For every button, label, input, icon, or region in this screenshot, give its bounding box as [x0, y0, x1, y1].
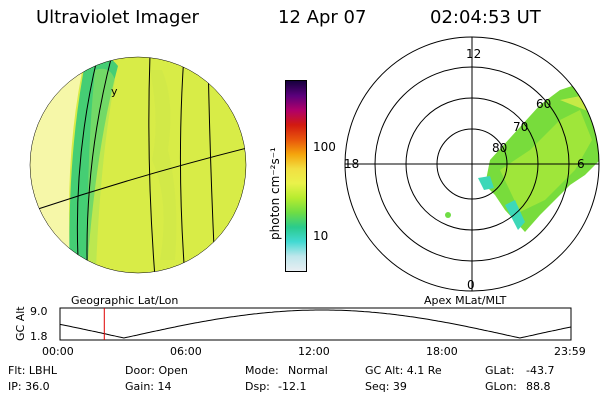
time-tick-1800: 18:00: [426, 345, 458, 358]
filter-status: Flt: LBHL: [8, 364, 57, 377]
band-highlight: [87, 68, 115, 270]
time-tick-0000: 00:00: [42, 345, 74, 358]
time-tick-2359: 23:59: [554, 345, 586, 358]
mode-value: Normal: [288, 364, 328, 377]
polar-plot: [344, 36, 600, 292]
colorbar: [285, 80, 307, 272]
mlt-label-6: 6: [577, 157, 585, 171]
polar-spot: [445, 212, 451, 218]
glat-label: GLat:: [485, 364, 515, 377]
meridian-line: [179, 57, 187, 273]
mlat-label-80: 80: [492, 141, 508, 155]
glat-value: -43.7: [526, 364, 555, 377]
polar-emission-edge: [505, 200, 525, 230]
altitude-plot: [59, 307, 572, 341]
polar-emission-edge: [478, 176, 494, 190]
mode-label: Mode:: [245, 364, 279, 377]
mlt-label-0: 0: [467, 278, 475, 292]
polar-emission-core: [500, 110, 592, 212]
polar-caption: Apex MLat/MLT: [424, 294, 507, 307]
altitude-ymin: 1.8: [30, 330, 48, 343]
dsp-value: -12.1: [278, 380, 307, 393]
altitude-ylabel: GC Alt: [14, 306, 27, 341]
glon-label: GLon:: [485, 380, 517, 393]
parallel-line: [34, 147, 246, 211]
altitude-ymax: 9.0: [30, 305, 48, 318]
gc-alt-status: GC Alt: 4.1 Re: [365, 364, 442, 377]
ip-status: IP: 36.0: [8, 380, 50, 393]
geo-mark: y: [111, 85, 118, 98]
seq-status: Seq: 39: [365, 380, 407, 393]
date-label: 12 Apr 07: [278, 7, 367, 28]
dsp-label: Dsp:: [245, 380, 270, 393]
geo-caption: Geographic Lat/Lon: [71, 294, 179, 307]
glon-value: 88.8: [526, 380, 551, 393]
door-status: Door: Open: [125, 364, 188, 377]
time-label: 02:04:53 UT: [430, 7, 541, 28]
mlt-label-18: 18: [344, 157, 360, 171]
time-tick-1200: 12:00: [298, 345, 330, 358]
disk-texture: [150, 70, 177, 260]
time-tick-0600: 06:00: [170, 345, 202, 358]
colorbar-unit-label: photon cm⁻²s⁻¹: [268, 147, 282, 240]
mlat-label-60: 60: [536, 97, 552, 111]
altitude-frame: [59, 307, 572, 341]
colorbar-gradient: [286, 81, 306, 271]
meridian-line: [148, 57, 157, 273]
disk-outline: [29, 56, 247, 274]
mlat-label-70: 70: [513, 120, 529, 134]
instrument-title: Ultraviolet Imager: [36, 7, 199, 28]
colorbar-tick-10: 10: [313, 229, 329, 243]
colorbar-tick-100: 100: [313, 140, 336, 154]
altitude-curve: [59, 309, 572, 339]
gain-status: Gain: 14: [125, 380, 172, 393]
mlt-label-12: 12: [466, 47, 482, 61]
